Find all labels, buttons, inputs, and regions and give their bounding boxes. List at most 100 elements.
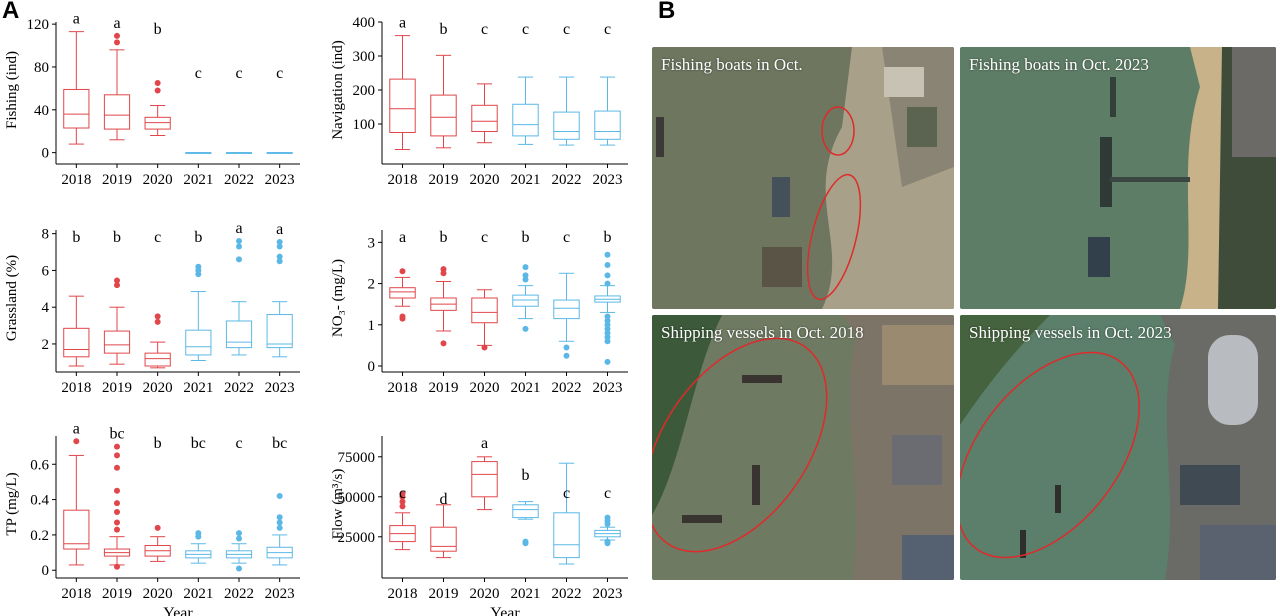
significance-letter: c (399, 485, 406, 502)
x-tick-label: 2019 (429, 380, 459, 396)
outlier-point (522, 264, 529, 271)
box-iqr (471, 297, 498, 324)
outlier-point (399, 498, 406, 505)
significance-letter: bc (191, 435, 206, 452)
significance-letter: c (604, 485, 611, 502)
box-iqr (144, 352, 171, 367)
outlier-point (114, 519, 120, 526)
outlier-point (604, 325, 611, 332)
x-tick-label: 2022 (224, 380, 254, 396)
significance-letter: a (399, 15, 406, 32)
box-iqr (225, 320, 253, 349)
y-tick-label: 75000 (338, 450, 376, 466)
outlier-point (114, 39, 120, 46)
y-tick-label: 0 (368, 359, 376, 375)
box-iqr (63, 509, 90, 550)
y-tick-label: 3 (368, 235, 376, 251)
y-tick-label: 200 (353, 83, 376, 99)
y-tick-label: 50000 (338, 490, 376, 506)
outlier-point (604, 358, 611, 365)
x-tick-label: 2019 (429, 586, 459, 602)
outlier-point (604, 272, 611, 279)
x-tick-label: 2018 (388, 380, 418, 396)
outlier-point (604, 262, 611, 269)
significance-letter: b (440, 21, 448, 38)
x-tick-label: 2019 (102, 586, 132, 602)
significance-letter: b (440, 229, 448, 246)
x-tick-label: 2020 (143, 586, 173, 602)
outlier-point (154, 524, 161, 531)
panel-b-label: B (658, 0, 676, 24)
significance-letter: c (481, 21, 488, 38)
outlier-point (276, 238, 283, 245)
x-tick-label: 2021 (183, 172, 213, 188)
box-iqr (512, 103, 539, 137)
satellite-photo-fishing-2023: Fishing boats in Oct. 2023 (960, 47, 1276, 309)
significance-letter: a (276, 221, 283, 238)
outlier-point (399, 503, 406, 510)
x-tick-label: 2021 (183, 380, 213, 396)
y-tick-label: 40 (34, 103, 49, 119)
significance-letter: a (399, 229, 406, 246)
box-iqr (63, 327, 90, 358)
y-axis-title: NO₃- (mg/L) (330, 259, 346, 337)
outlier-point (154, 80, 161, 87)
outlier-point (604, 334, 611, 341)
x-tick-label: 2020 (470, 586, 500, 602)
box-iqr (471, 461, 498, 498)
x-tick-label: 2023 (593, 586, 623, 602)
y-tick-label: 2 (42, 337, 50, 353)
x-tick-label: 2023 (265, 172, 295, 188)
outlier-point (522, 276, 529, 283)
y-tick-label: 25000 (338, 530, 376, 546)
outlier-point (114, 32, 120, 39)
significance-letter: b (194, 229, 202, 246)
photo-caption: Fishing boats in Oct. 2023 (969, 55, 1149, 74)
outlier-point (276, 524, 283, 531)
outlier-point (114, 508, 120, 515)
outlier-point (604, 251, 611, 258)
x-tick-label: 2020 (470, 380, 500, 396)
box-iqr (512, 504, 539, 519)
y-axis-title: Fishing (ind) (4, 51, 20, 129)
box-iqr (553, 512, 580, 559)
significance-letter: c (563, 21, 570, 38)
y-tick-label: 120 (27, 17, 50, 33)
significance-letter: b (113, 229, 121, 246)
box-iqr (389, 287, 416, 299)
significance-letter: c (604, 21, 611, 38)
y-axis-title: Grassland (%) (4, 255, 20, 341)
satellite-image (960, 315, 1276, 580)
significance-letter: b (154, 21, 162, 38)
outlier-point (604, 514, 611, 521)
box-iqr (144, 116, 171, 130)
x-tick-label: 2019 (102, 172, 132, 188)
significance-letter: a (235, 220, 242, 237)
y-tick-label: 8 (42, 227, 50, 243)
box-iqr (430, 94, 457, 137)
significance-letter: b (604, 229, 612, 246)
y-tick-label: 4 (42, 300, 50, 316)
x-tick-label: 2023 (593, 380, 623, 396)
outlier-point (604, 317, 611, 324)
x-tick-label: 2020 (143, 380, 173, 396)
box-iqr (430, 526, 457, 552)
significance-letter: c (563, 485, 570, 502)
significance-letter: bc (272, 435, 287, 452)
outlier-point (114, 277, 120, 284)
outlier-point (114, 487, 120, 494)
outlier-point (604, 313, 611, 320)
satellite-image (960, 47, 1276, 309)
x-axis-title: Year (163, 605, 193, 616)
significance-letter: a (481, 435, 488, 452)
significance-letter: c (563, 229, 570, 246)
outlier-point (604, 538, 611, 545)
outlier-point (399, 313, 406, 320)
significance-letter: a (73, 420, 80, 437)
outlier-point (604, 321, 611, 328)
outlier-point (236, 243, 242, 250)
outlier-point (114, 563, 120, 570)
x-tick-label: 2023 (265, 586, 295, 602)
y-tick-label: 0.6 (30, 457, 49, 473)
satellite-image (652, 315, 954, 580)
